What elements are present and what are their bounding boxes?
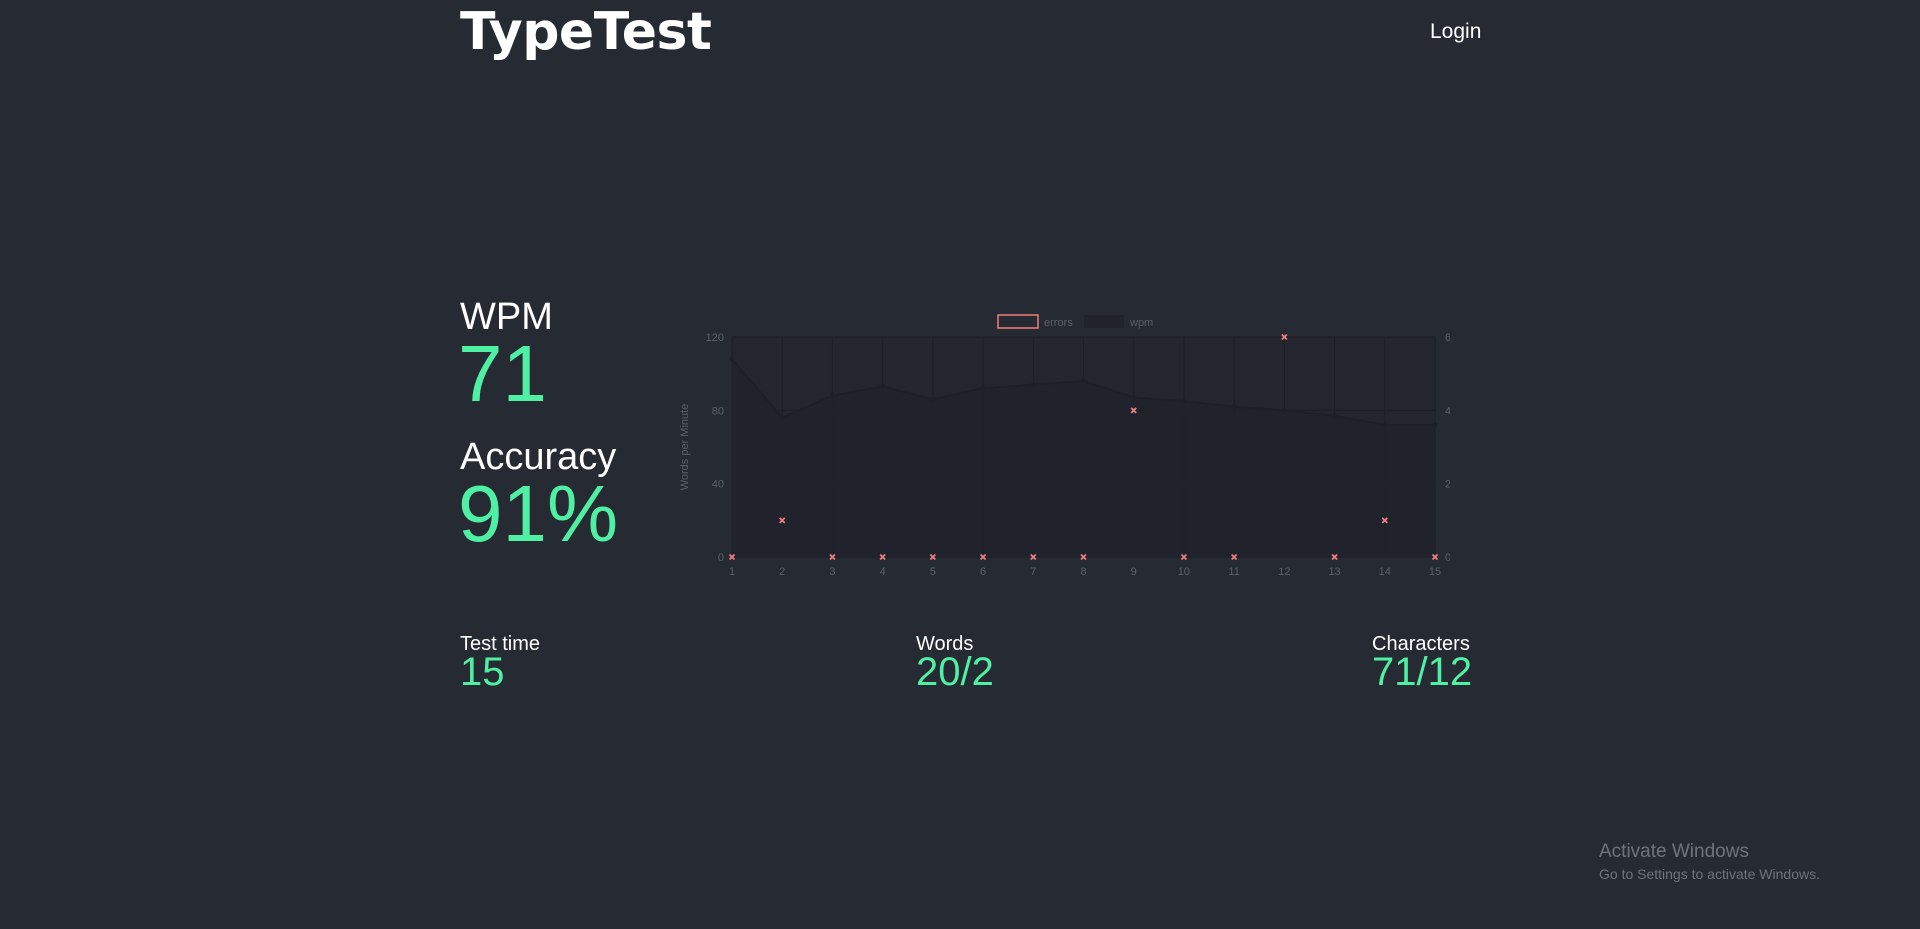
error-point	[979, 553, 987, 561]
legend-label-wpm: wpm	[1129, 317, 1153, 329]
y2-tick-label: 2	[1445, 479, 1450, 491]
y2-tick-label: 6	[1445, 332, 1450, 344]
test-time-value: 15	[460, 650, 505, 694]
login-link[interactable]: Login	[1430, 20, 1482, 43]
error-point	[1080, 553, 1087, 561]
x-tick-label: 4	[880, 566, 886, 578]
characters-label: Characters	[1372, 633, 1470, 655]
x-tick-label: 10	[1178, 566, 1190, 578]
error-point	[728, 553, 736, 561]
accuracy-value: 91%	[458, 469, 619, 558]
x-tick-label: 8	[1080, 566, 1086, 578]
legend-swatch-wpm	[1084, 315, 1124, 328]
wpm-point	[1081, 378, 1086, 384]
x-tick-label: 7	[1030, 566, 1036, 578]
x-tick-label: 12	[1278, 566, 1290, 578]
x-tick-label: 1	[729, 566, 735, 578]
wpm-point	[880, 384, 886, 389]
wpm-point	[1131, 395, 1137, 400]
error-point	[1030, 553, 1037, 561]
error-point	[779, 517, 786, 524]
y-tick-label: 80	[712, 405, 724, 417]
wpm-point	[1181, 398, 1187, 404]
wpm-point	[1432, 422, 1438, 428]
error-point	[929, 553, 936, 561]
x-tick-label: 6	[980, 566, 986, 578]
wpm-point	[729, 356, 735, 362]
wpm-point	[1231, 404, 1237, 410]
legend-swatch-errors	[997, 314, 1039, 329]
x-tick-label: 3	[829, 566, 835, 578]
y2-tick-label: 0	[1445, 552, 1450, 564]
error-point	[1130, 407, 1137, 414]
error-point	[1331, 553, 1338, 561]
x-tick-label: 9	[1131, 566, 1137, 578]
x-tick-label: 14	[1379, 566, 1391, 578]
y2-tick-label: 4	[1445, 405, 1450, 417]
y-tick-label: 0	[718, 552, 724, 564]
y-tick-label: 40	[712, 479, 724, 491]
legend-label-errors: errors	[1044, 317, 1073, 329]
watermark-subtitle: Go to Settings to activate Windows.	[1599, 866, 1820, 882]
words-value: 20/2	[916, 650, 994, 694]
x-tick-label: 2	[779, 566, 785, 578]
wpm-point	[930, 396, 936, 402]
site-logo[interactable]: TypeTest	[460, 2, 712, 62]
x-tick-label: 15	[1429, 566, 1441, 578]
wpm-point	[1281, 407, 1287, 413]
error-point	[1180, 553, 1188, 561]
watermark-title: Activate Windows	[1599, 841, 1749, 862]
wpm-value: 71	[458, 329, 547, 418]
wpm-point	[779, 415, 785, 421]
y-tick-label: 120	[706, 332, 724, 344]
error-point	[1431, 553, 1439, 561]
wpm-label: WPM	[460, 296, 553, 338]
x-tick-label: 11	[1228, 566, 1239, 578]
wpm-point	[1332, 413, 1338, 419]
test-time-label: Test time	[460, 633, 541, 655]
wpm-point	[1382, 422, 1388, 428]
characters-value: 71/12	[1372, 650, 1473, 694]
accuracy-label: Accuracy	[460, 436, 617, 478]
error-point	[829, 553, 836, 561]
error-point	[1381, 517, 1388, 524]
words-label: Words	[916, 633, 974, 655]
x-tick-label: 13	[1328, 566, 1340, 578]
wpm-point	[1030, 382, 1036, 388]
y-axis-title: Words per Minute	[679, 404, 691, 491]
error-point	[1281, 333, 1288, 341]
error-point	[1231, 553, 1238, 561]
wpm-point	[829, 393, 835, 399]
x-tick-label: 5	[930, 566, 936, 578]
error-point	[879, 553, 886, 561]
windows-activation-watermark: Activate Windows Go to Settings to activ…	[1599, 842, 1820, 881]
wpm-point	[980, 385, 986, 391]
